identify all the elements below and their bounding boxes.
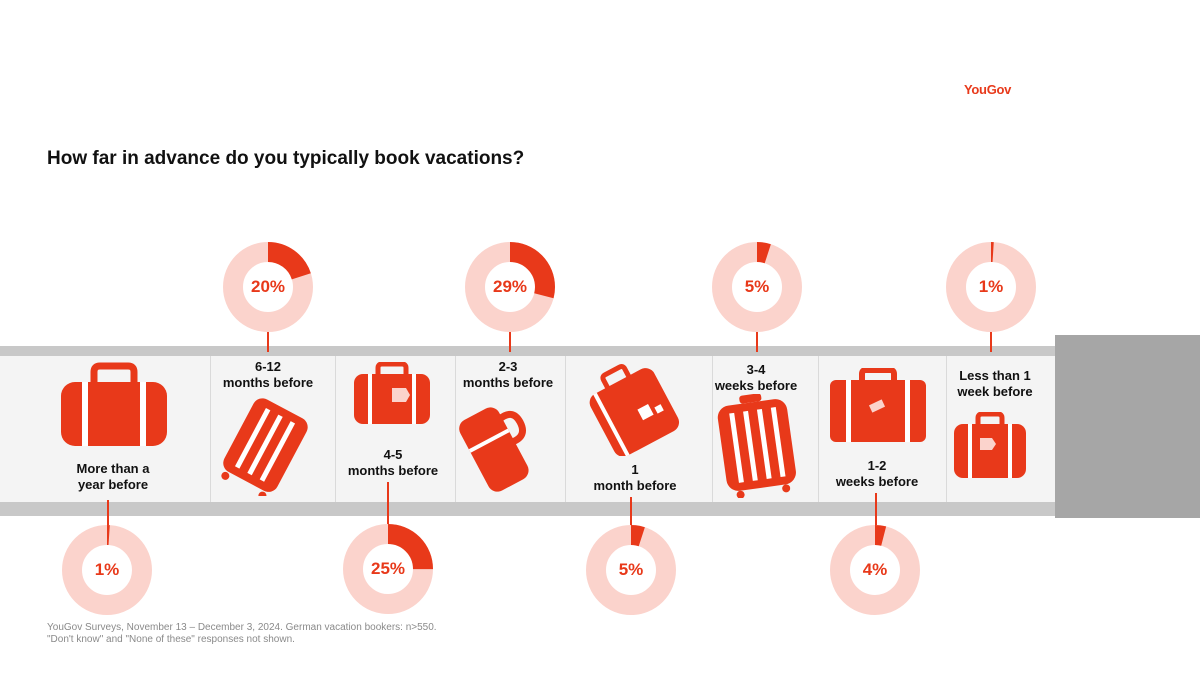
percentage-label: 5% (744, 277, 770, 296)
label-line: months before (347, 463, 439, 478)
percentage-label: 1% (94, 560, 120, 579)
percentage-donut: 25% (343, 524, 433, 614)
label-line: 1-2 (867, 458, 887, 473)
donut-segment (830, 525, 920, 615)
footnote-line: "Don't know" and "None of these" respons… (47, 634, 295, 645)
category-label: 2-3 months before (428, 359, 588, 391)
label-line: months before (462, 375, 554, 390)
percentage-donut: 1% (946, 242, 1036, 332)
donut-segment (586, 525, 676, 615)
label-line: 3-4 (746, 362, 766, 377)
percentage-donut: 4% (830, 525, 920, 615)
category-label: 6-12 months before (188, 359, 348, 391)
label-line: weeks before (835, 474, 919, 489)
tagged-bag-icon (354, 362, 430, 424)
category-label: 1 month before (555, 462, 715, 494)
footnote-line: YouGov Surveys, November 13 – December 3… (47, 622, 437, 633)
belt-divider (335, 356, 336, 502)
percentage-donut: 5% (712, 242, 802, 332)
belt-divider (565, 356, 566, 502)
connector-line (756, 330, 758, 352)
percentage-label: 20% (250, 277, 286, 296)
rolling-suitcase-icon (717, 394, 796, 498)
brand-logo: YouGov (964, 82, 1012, 97)
category-label: Less than 1 week before (915, 368, 1075, 400)
connector-line (875, 493, 877, 527)
donut-segment (62, 525, 152, 615)
chart-title: How far in advance do you typically book… (47, 148, 525, 169)
label-line: months before (222, 375, 314, 390)
donut-segment (223, 242, 313, 332)
belt-divider (712, 356, 713, 502)
donut-segment (712, 242, 802, 332)
percentage-label: 4% (862, 560, 888, 579)
label-line: 2-3 (498, 359, 518, 374)
label-line: month before (593, 478, 677, 493)
percentage-donut: 1% (62, 525, 152, 615)
donut-segment (946, 242, 1036, 332)
percentage-label: 5% (618, 560, 644, 579)
tagged-bag-icon (589, 364, 680, 456)
connector-line (509, 330, 511, 352)
label-line: More than a (76, 461, 150, 476)
label-line: weeks before (714, 378, 798, 393)
rolling-suitcase-icon (221, 398, 308, 496)
label-line: year before (77, 477, 149, 492)
belt-divider (946, 356, 947, 502)
conveyor-belt-end (1055, 335, 1200, 518)
percentage-donut: 29% (465, 242, 555, 332)
label-line: Less than 1 (959, 368, 1031, 383)
category-label: 3-4 weeks before (676, 362, 836, 394)
connector-line (267, 330, 269, 352)
label-line: week before (957, 384, 1033, 399)
percentage-label: 29% (492, 277, 528, 296)
duffel-bag-icon (459, 407, 529, 492)
tagged-bag-icon (954, 412, 1026, 478)
percentage-donut: 20% (223, 242, 313, 332)
connector-line (630, 497, 632, 527)
donut-segment (343, 524, 433, 614)
label-line: 1 (631, 462, 639, 477)
belt-divider (210, 356, 211, 502)
connector-line (387, 482, 389, 526)
category-label: More than a year before (33, 461, 193, 493)
suitcase-icon (830, 368, 926, 442)
label-line: 4-5 (383, 447, 403, 462)
category-label: 1-2 weeks before (797, 458, 957, 490)
percentage-donut: 5% (586, 525, 676, 615)
belt-divider (818, 356, 819, 502)
source-footnote: YouGov Surveys, November 13 – December 3… (47, 622, 437, 646)
category-label: 4-5 months before (313, 447, 473, 479)
connector-line (107, 500, 109, 527)
connector-line (990, 330, 992, 352)
percentage-label: 25% (370, 559, 406, 578)
belt-divider (455, 356, 456, 502)
suitcase-icon (61, 362, 167, 446)
percentage-label: 1% (978, 277, 1004, 296)
donut-segment (465, 242, 555, 332)
label-line: 6-12 (254, 359, 282, 374)
